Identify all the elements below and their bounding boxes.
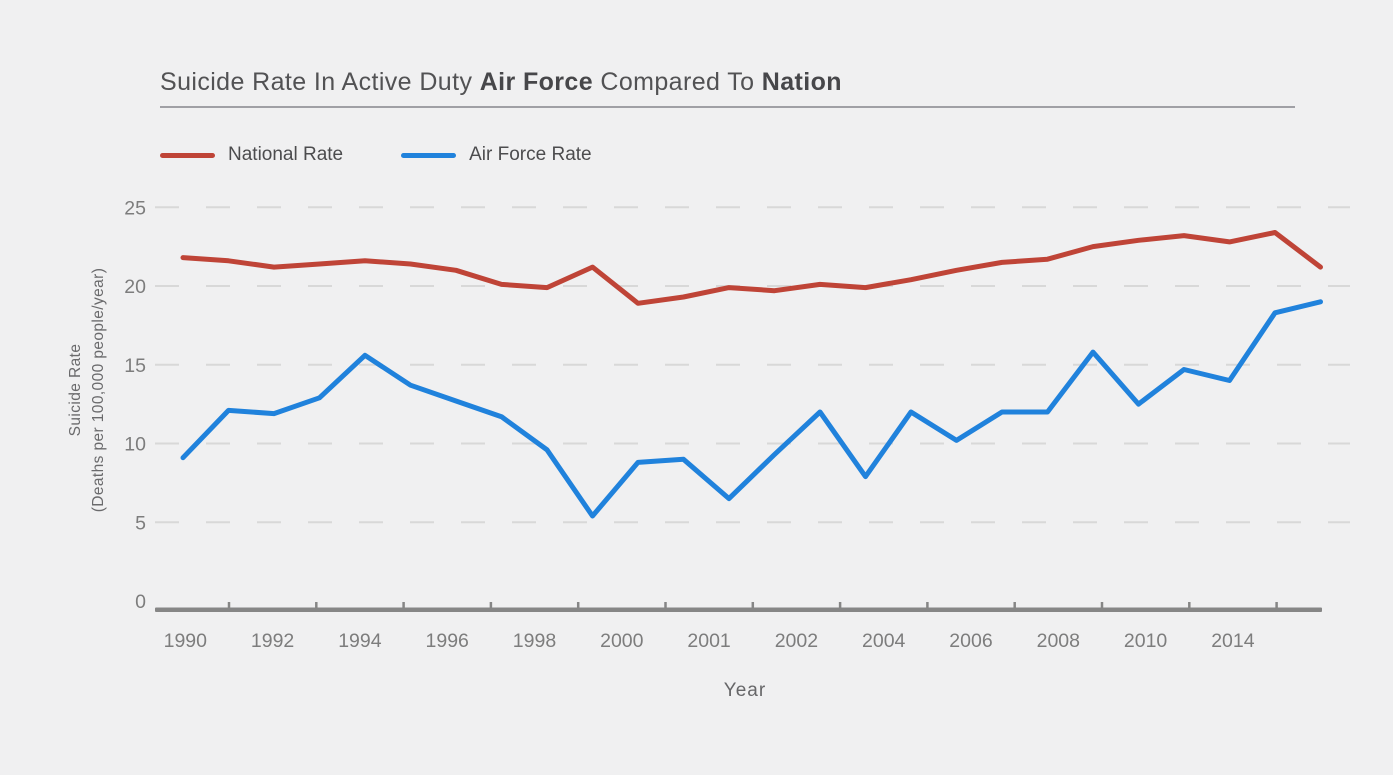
title-underline bbox=[160, 106, 1295, 108]
y-tick-label: 5 bbox=[135, 512, 146, 534]
title-segment-bold: Air Force bbox=[479, 68, 594, 96]
x-tick-label: 2014 bbox=[1211, 630, 1255, 652]
x-tick-label: 2008 bbox=[1037, 630, 1080, 652]
legend: National Rate Air Force Rate bbox=[160, 144, 592, 166]
y-axis-title-line1: Suicide Rate bbox=[67, 343, 84, 437]
air-force-rate-line-swatch-icon bbox=[401, 152, 457, 158]
x-tick-label: 2002 bbox=[775, 630, 818, 652]
x-tick-label: 1992 bbox=[251, 630, 294, 652]
national-rate-line-swatch-icon bbox=[160, 152, 215, 158]
x-tick-label: 2000 bbox=[600, 630, 644, 652]
y-tick-label: 25 bbox=[124, 197, 146, 219]
legend-item-air-force-rate: Air Force Rate bbox=[401, 144, 592, 166]
page-title: Suicide Rate In Active Duty Air Force Co… bbox=[160, 68, 842, 97]
y-tick-label: 15 bbox=[124, 355, 146, 377]
x-tick-label: 1998 bbox=[513, 630, 556, 652]
x-tick-label: 2010 bbox=[1124, 630, 1168, 652]
x-tick-label: 1990 bbox=[164, 630, 208, 652]
y-axis-title-line2: (Deaths per 100,000 people/year) bbox=[90, 267, 107, 513]
legend-label-air-force-rate: Air Force Rate bbox=[469, 144, 592, 165]
x-tick-label: 2001 bbox=[687, 630, 730, 652]
x-tick-label: 1996 bbox=[426, 630, 469, 652]
series-line-air-force-rate bbox=[180, 299, 1323, 519]
x-tick-label: 1994 bbox=[338, 630, 382, 652]
x-tick-label: 2004 bbox=[862, 630, 906, 652]
y-tick-label: 0 bbox=[135, 591, 146, 613]
y-tick-label: 10 bbox=[124, 434, 146, 456]
legend-item-national-rate: National Rate bbox=[160, 144, 343, 166]
legend-label-national-rate: National Rate bbox=[228, 144, 344, 165]
title-segment: Suicide Rate In Active Duty bbox=[160, 68, 480, 96]
x-tick-label: 2006 bbox=[949, 630, 992, 652]
x-axis-line bbox=[155, 607, 1322, 612]
title-segment-bold: Nation bbox=[761, 68, 842, 96]
series-line-national-rate bbox=[180, 230, 1323, 306]
x-axis-title: Year bbox=[723, 680, 767, 701]
title-segment: Compared To bbox=[593, 68, 762, 96]
y-axis-title: Suicide Rate (Deaths per 100,000 people/… bbox=[64, 220, 112, 560]
y-tick-label: 20 bbox=[124, 276, 146, 298]
